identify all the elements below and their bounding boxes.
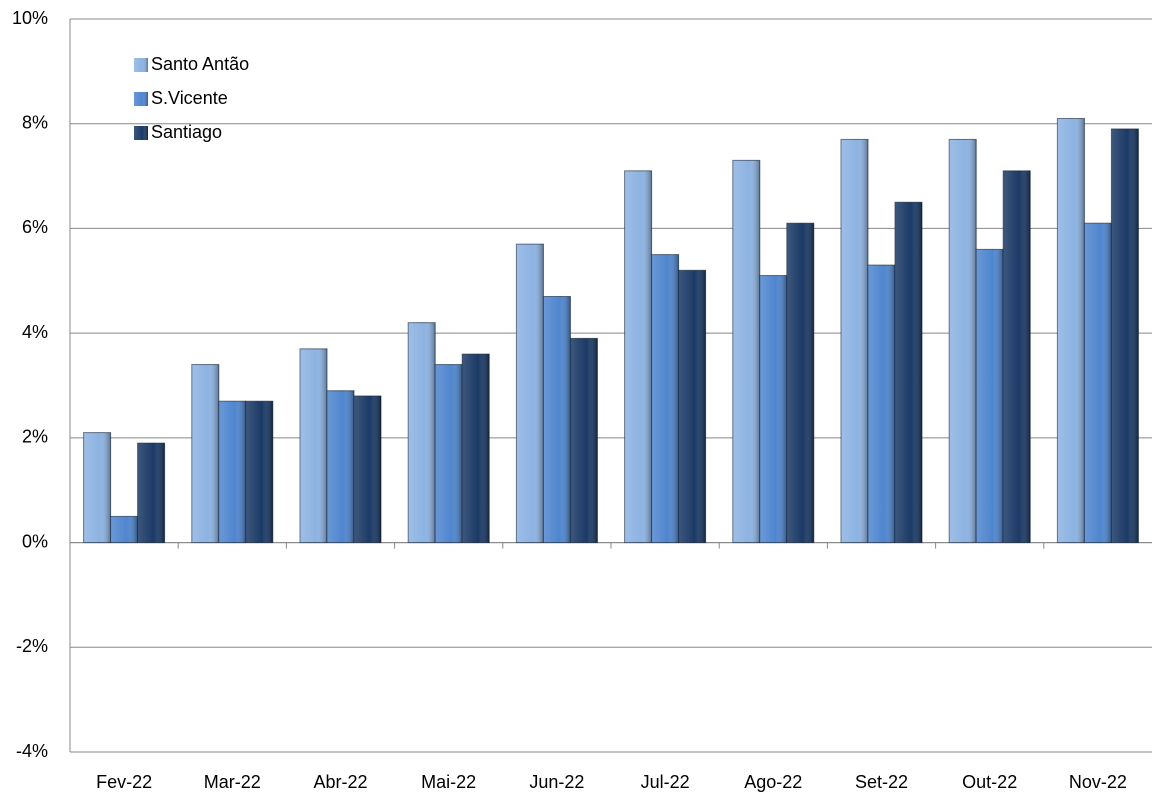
bar	[786, 222, 815, 544]
bar	[569, 337, 598, 544]
x-tick-label: Set-22	[855, 772, 908, 792]
bar	[840, 138, 869, 544]
x-tick-label: Ago-22	[744, 772, 802, 792]
legend-label: Santo Antão	[151, 54, 249, 74]
bar	[515, 243, 544, 544]
x-tick-label: Mar-22	[204, 772, 261, 792]
y-tick-label: 2%	[22, 427, 48, 447]
bar	[407, 322, 436, 544]
bar	[542, 295, 571, 544]
x-tick-label: Jun-22	[529, 772, 584, 792]
bar	[732, 159, 761, 544]
x-tick-label: Out-22	[962, 772, 1017, 792]
bar	[461, 353, 490, 544]
x-tick-label: Fev-22	[96, 772, 152, 792]
y-tick-label: -4%	[16, 741, 48, 761]
bar	[137, 442, 166, 544]
bar	[245, 400, 274, 544]
bar	[867, 264, 896, 544]
bar	[894, 201, 923, 544]
bar	[191, 364, 220, 544]
bar	[678, 269, 707, 544]
legend-swatch-shade	[134, 92, 148, 106]
bar	[759, 275, 788, 544]
bar	[434, 364, 463, 544]
x-tick-label: Jul-22	[641, 772, 690, 792]
y-tick-label: 8%	[22, 112, 48, 132]
y-tick-label: 0%	[22, 531, 48, 551]
x-tick-label: Abr-22	[313, 772, 367, 792]
legend-swatch-shade	[134, 126, 148, 140]
bar	[1110, 128, 1139, 544]
bar	[218, 400, 247, 544]
y-tick-label: 10%	[12, 8, 48, 28]
bar	[1083, 222, 1112, 544]
y-tick-label: 6%	[22, 217, 48, 237]
x-tick-label: Mai-22	[421, 772, 476, 792]
legend-label: Santiago	[151, 122, 222, 142]
bar	[326, 390, 355, 544]
bar	[353, 395, 382, 544]
y-tick-label: 4%	[22, 322, 48, 342]
bar	[110, 515, 139, 544]
bar	[624, 170, 653, 544]
bar	[1002, 170, 1031, 544]
bar	[948, 138, 977, 544]
bar	[975, 248, 1004, 544]
y-tick-label: -2%	[16, 636, 48, 656]
bar	[83, 432, 112, 544]
legend-swatch-shade	[134, 58, 148, 72]
legend-label: S.Vicente	[151, 88, 228, 108]
bar	[1056, 117, 1085, 544]
bar	[299, 348, 328, 544]
x-tick-label: Nov-22	[1069, 772, 1127, 792]
bar	[651, 254, 680, 544]
